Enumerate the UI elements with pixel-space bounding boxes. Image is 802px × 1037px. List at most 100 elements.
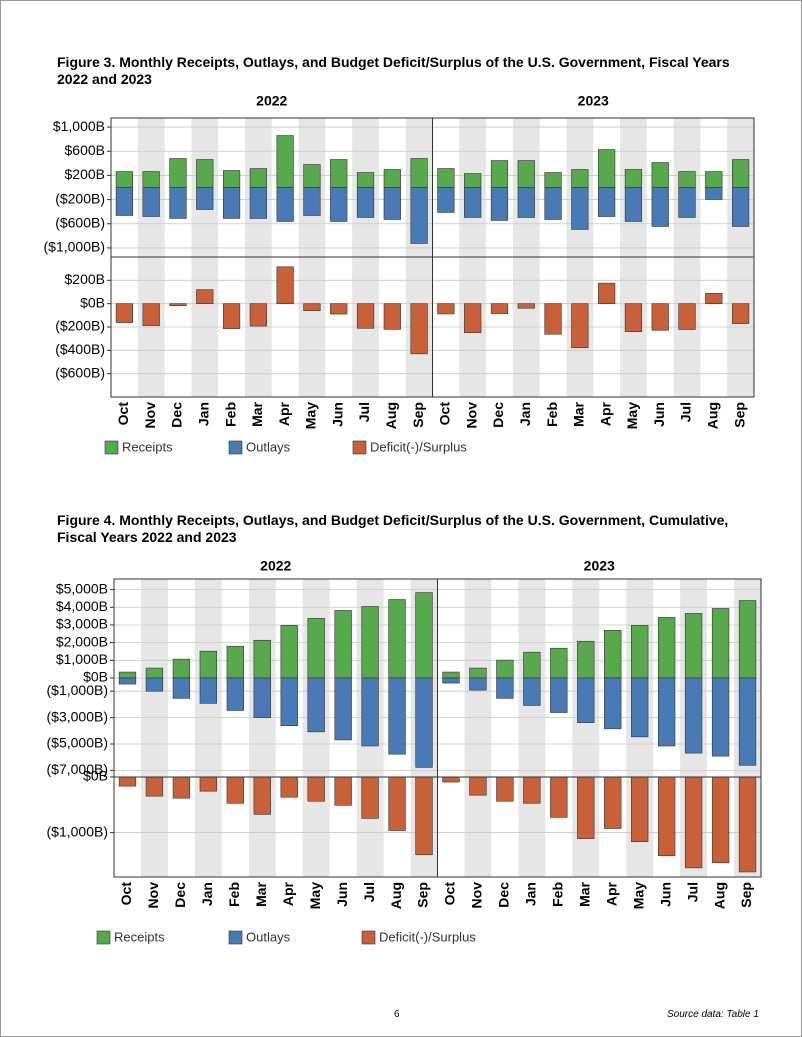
bar: [118, 677, 137, 685]
bar: [356, 172, 375, 188]
bar: [550, 776, 568, 818]
bar: [464, 303, 482, 334]
bar: [442, 677, 460, 684]
x-tick-label: Feb: [222, 402, 238, 427]
bar: [222, 187, 241, 219]
y-tick-label: $600B: [65, 142, 105, 158]
bar: [657, 776, 676, 857]
legend-swatch: [228, 930, 243, 945]
bar: [731, 303, 750, 324]
bar: [517, 160, 535, 188]
x-tick-label: Aug: [711, 882, 727, 909]
y-tick-label: $4,000B: [56, 598, 108, 614]
legend-label: Outlays: [246, 439, 291, 454]
bar: [226, 776, 244, 804]
bar: [142, 187, 160, 217]
legend-swatch: [104, 440, 119, 455]
y-tick-label: ($7,000B): [47, 761, 108, 777]
bar: [169, 187, 187, 219]
bar: [334, 610, 352, 679]
x-tick-label: Sep: [731, 402, 747, 428]
x-tick-label: May: [303, 402, 319, 429]
figure-title: Figure 3. Monthly Receipts, Outlays, and…: [57, 54, 730, 87]
x-tick-label: Oct: [437, 402, 453, 426]
x-tick-label: Jan: [199, 882, 215, 906]
x-tick-label: Apr: [597, 401, 613, 426]
x-tick-label: Nov: [463, 402, 479, 429]
x-tick-label: Jan: [523, 882, 539, 906]
bar: [334, 677, 352, 741]
bar: [571, 303, 589, 349]
bar: [196, 289, 214, 304]
bar: [624, 169, 643, 188]
bar: [577, 677, 595, 723]
bar: [280, 625, 298, 679]
bar: [631, 776, 649, 842]
column-shade: [464, 579, 492, 877]
bar: [705, 187, 723, 200]
legend-label: Outlays: [246, 929, 291, 944]
bar: [222, 170, 241, 188]
bar: [169, 303, 187, 306]
bar: [145, 776, 164, 797]
y-tick-label: $2,000B: [56, 633, 108, 649]
x-tick-label: Jul: [678, 402, 694, 422]
bar: [276, 266, 294, 304]
y-tick-label: $200B: [65, 271, 105, 287]
bar: [196, 187, 214, 210]
bar: [571, 187, 589, 230]
x-tick-label: Jan: [517, 402, 533, 426]
x-tick-label: Feb: [544, 402, 560, 427]
bar: [356, 187, 375, 218]
bar: [442, 671, 460, 679]
bar: [388, 677, 406, 755]
y-tick-label: ($1,000B): [47, 682, 108, 698]
bar: [490, 160, 509, 188]
x-tick-label: Sep: [738, 882, 754, 908]
bar: [544, 303, 562, 335]
bar: [356, 303, 375, 329]
bar: [118, 671, 137, 679]
bar: [172, 776, 191, 799]
bar: [383, 169, 401, 188]
bar: [604, 677, 622, 730]
bar: [303, 187, 321, 216]
x-tick-label: Nov: [142, 402, 158, 429]
bar: [577, 776, 595, 839]
x-tick-label: Dec: [169, 402, 185, 428]
x-tick-label: Jun: [329, 402, 345, 427]
x-tick-label: Jul: [356, 402, 372, 422]
bar: [684, 613, 703, 679]
page-number: 6: [394, 1009, 400, 1020]
bar: [334, 776, 352, 806]
bar: [469, 776, 487, 796]
bar: [598, 282, 616, 304]
bar: [496, 677, 514, 699]
y-tick-label: ($600B): [55, 364, 105, 380]
x-tick-label: Jan: [195, 402, 211, 426]
x-tick-label: Sep: [415, 882, 431, 908]
bar: [624, 187, 643, 222]
bar: [631, 625, 649, 679]
bar: [145, 667, 164, 679]
bar: [678, 171, 696, 188]
y-tick-label: $1,000B: [56, 651, 108, 667]
column-shade: [518, 579, 546, 877]
x-tick-label: Oct: [115, 402, 131, 426]
x-tick-label: Mar: [253, 881, 269, 906]
y-tick-label: ($5,000B): [47, 735, 108, 751]
bar: [517, 303, 535, 309]
x-tick-label: Jun: [657, 882, 673, 907]
bar: [410, 187, 428, 244]
x-tick-label: Aug: [383, 402, 399, 429]
bar: [731, 187, 750, 227]
bar: [464, 187, 482, 218]
x-tick-label: Nov: [145, 882, 161, 909]
bar: [442, 776, 460, 783]
bar: [142, 303, 160, 326]
bar: [199, 677, 218, 704]
bar: [415, 776, 433, 856]
x-tick-label: Aug: [388, 882, 404, 909]
legend-swatch: [352, 440, 367, 455]
